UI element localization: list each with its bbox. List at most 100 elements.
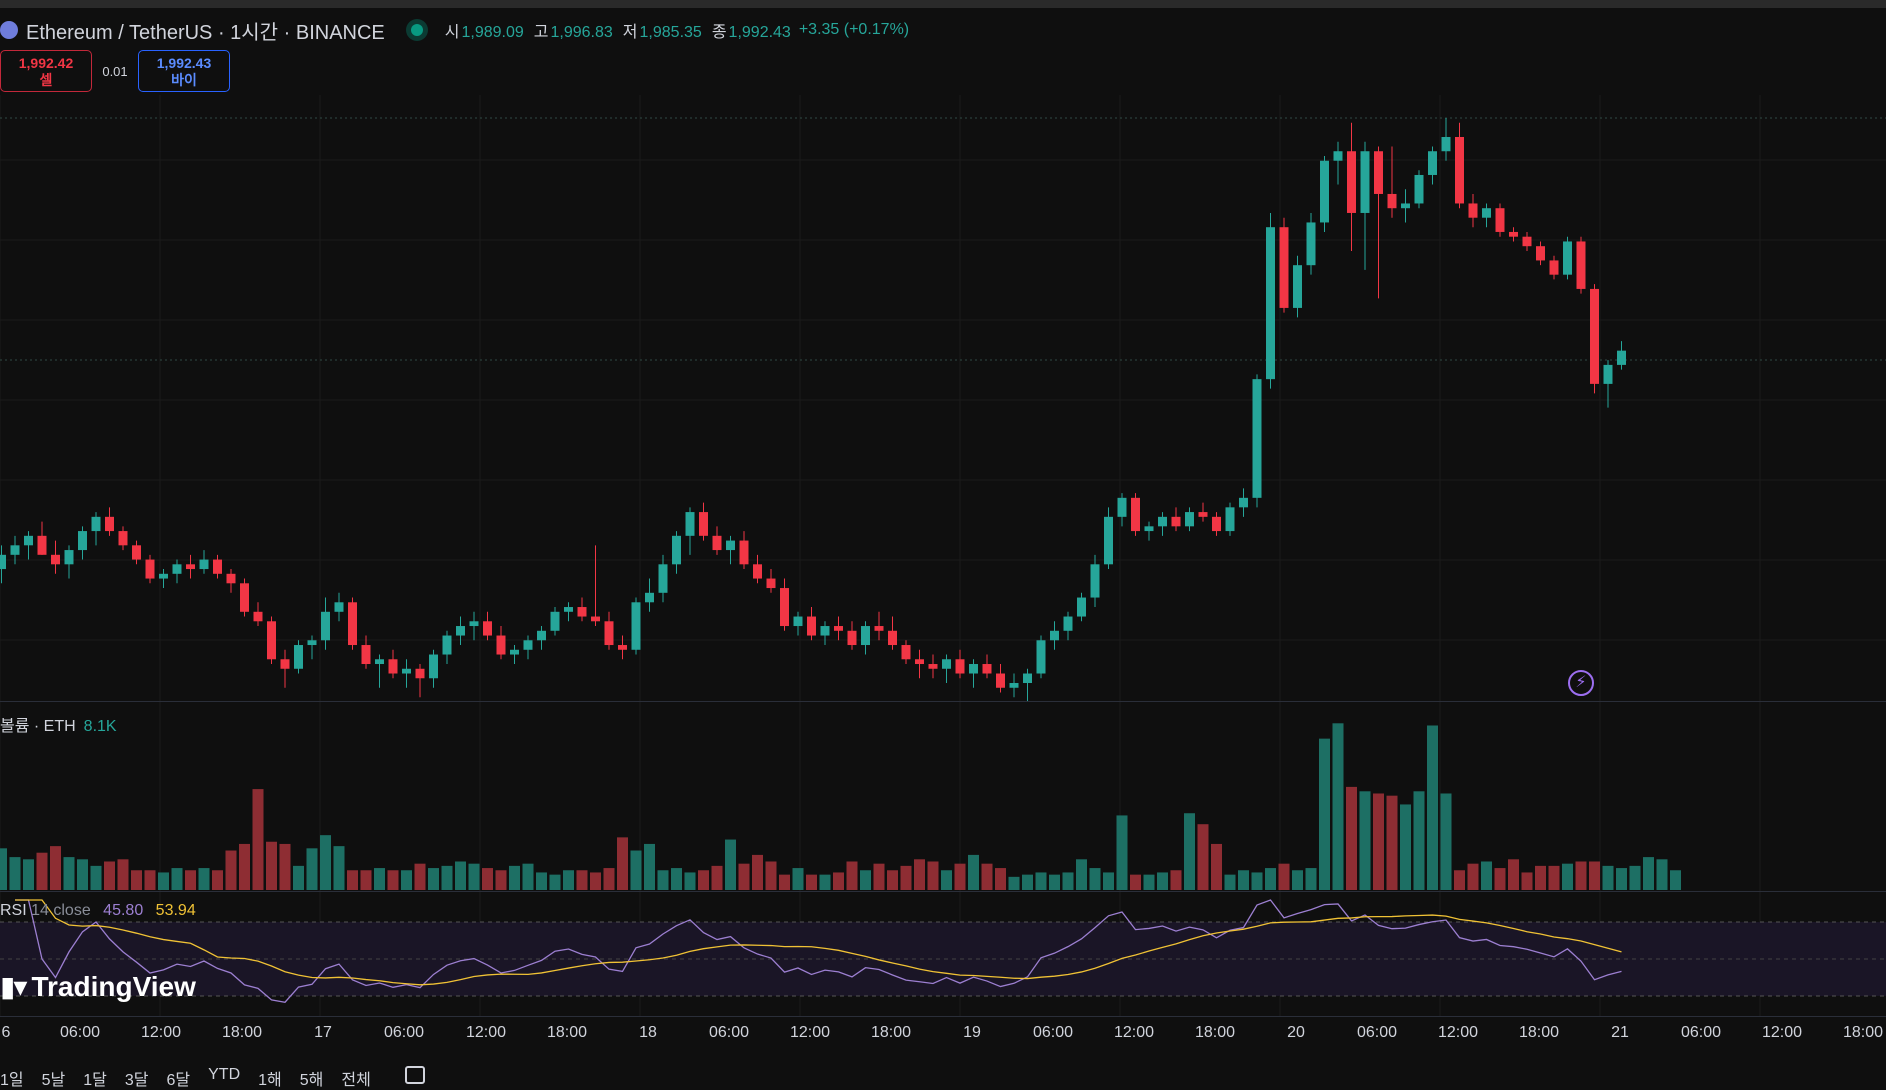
volume-bar	[1670, 870, 1681, 890]
candle-body	[1306, 222, 1316, 266]
range-button[interactable]: 전체	[341, 1072, 371, 1089]
time-axis-label: 18	[639, 1024, 657, 1041]
sell-button[interactable]: 1,992.42 셀	[0, 50, 92, 92]
tradingview-logo[interactable]: ▮▾ TradingView	[0, 970, 196, 1003]
candle-body	[928, 664, 938, 669]
candle-body	[1185, 512, 1194, 527]
symbol-title[interactable]: Ethereum / TetherUS · 1시간 · BINANCE	[26, 21, 385, 44]
time-axis-label: 06:00	[383, 1024, 425, 1041]
candle-body	[294, 645, 303, 669]
volume-bar	[792, 868, 804, 890]
volume-bar	[1292, 870, 1303, 890]
volume-bar	[563, 870, 574, 890]
range-button[interactable]: 6달	[166, 1072, 191, 1089]
candle-body	[1590, 288, 1599, 384]
volume-bar	[495, 870, 507, 890]
candle-body	[726, 540, 735, 551]
candle-body	[550, 611, 560, 631]
volume-bar	[833, 872, 844, 890]
volume-bar	[1562, 863, 1573, 890]
candle-body	[523, 640, 533, 650]
volume-pane-divider[interactable]	[0, 701, 1886, 702]
volume-bar	[509, 865, 520, 890]
time-axis-label: 12:00	[789, 1024, 831, 1041]
time-axis[interactable]: 6 06:00 12:00 18:00 17 06:00 12:00 18:00 18 06:00…	[0, 1024, 1886, 1054]
candle-body	[591, 616, 600, 622]
candle-body	[820, 626, 830, 636]
volume-bar	[333, 846, 345, 890]
volume-bar	[1467, 863, 1479, 890]
volume-bar	[1049, 874, 1060, 890]
candle-body	[1509, 231, 1518, 237]
range-button[interactable]: 1달	[83, 1072, 107, 1089]
candle-body	[496, 635, 506, 655]
volume-bar	[185, 870, 196, 890]
buy-button[interactable]: 1,992.43 바이	[138, 50, 230, 92]
volume-bar	[725, 839, 736, 890]
ohlc-close-value: 1,992.43	[728, 24, 791, 41]
volume-bar	[954, 863, 966, 890]
time-axis-label: 18:00	[546, 1024, 588, 1041]
time-axis-label: 06:00	[59, 1024, 101, 1041]
candle-body	[186, 564, 195, 570]
time-axis-label: 19	[963, 1024, 981, 1041]
volume-bar	[1656, 859, 1668, 890]
ohlc-high-value: 1,996.83	[550, 24, 613, 41]
range-button[interactable]: 5날	[41, 1072, 66, 1089]
price-chart[interactable]	[0, 0, 1886, 1020]
volume-bar	[1589, 861, 1600, 890]
candle-body	[996, 673, 1005, 688]
time-axis-label: 12:00	[1113, 1024, 1155, 1041]
volume-legend[interactable]: 볼륨 · ETH 8.1K	[0, 712, 117, 736]
rsi-pane-divider[interactable]	[0, 891, 1886, 892]
candle-body	[1009, 683, 1019, 688]
rsi-legend[interactable]: RSI 14 close 45.80 53.94	[0, 902, 196, 920]
candle-body	[132, 545, 141, 560]
candle-body	[888, 630, 897, 646]
range-button[interactable]: YTD	[208, 1066, 241, 1083]
volume-bar	[1494, 868, 1506, 890]
range-button[interactable]: 3달	[124, 1072, 149, 1089]
candle-body	[874, 626, 884, 631]
volume-bar	[1629, 865, 1641, 890]
ohlc-low-label: 저	[622, 24, 638, 41]
candle-body	[1239, 497, 1248, 508]
volume-bar	[293, 865, 304, 890]
time-axis-label: 18:00	[870, 1024, 912, 1041]
candle-body	[1050, 630, 1059, 641]
time-axis-label: 12:00	[465, 1024, 507, 1041]
candle-body	[753, 564, 762, 579]
volume-bar	[968, 854, 979, 890]
volume-bar	[428, 868, 439, 890]
volume-bar	[279, 843, 291, 890]
candle-body	[1374, 151, 1383, 194]
candle-body	[1225, 507, 1235, 532]
candle-body	[658, 564, 668, 593]
candle-body	[280, 659, 290, 669]
ohlc-low-value: 1,985.35	[639, 24, 702, 41]
calendar-icon[interactable]	[404, 1066, 425, 1084]
candle-body	[145, 559, 155, 579]
lightning-icon[interactable]: ⚡	[1568, 670, 1594, 696]
candle-body	[739, 540, 749, 565]
candle-body	[64, 550, 74, 565]
time-axis-label: 18:00	[1194, 1024, 1236, 1041]
volume-bar	[1602, 865, 1614, 890]
market-status-icon[interactable]	[410, 24, 423, 36]
volume-bar	[1454, 870, 1465, 890]
range-button[interactable]: 5해	[299, 1072, 324, 1089]
volume-bar	[1359, 791, 1371, 890]
range-button[interactable]: 1일	[0, 1072, 24, 1089]
candle-body	[1428, 151, 1437, 175]
candle-body	[1117, 497, 1127, 517]
candle-body	[780, 588, 789, 627]
volume-bar	[1548, 865, 1560, 890]
volume-bar	[1440, 793, 1452, 890]
candle-body	[321, 611, 330, 641]
volume-bar	[806, 874, 817, 890]
volume-bar	[1305, 868, 1317, 890]
range-button[interactable]: 1해	[258, 1072, 282, 1089]
volume-bar	[1143, 874, 1155, 890]
volume-bar	[482, 868, 493, 890]
volume-bar	[1197, 824, 1209, 890]
